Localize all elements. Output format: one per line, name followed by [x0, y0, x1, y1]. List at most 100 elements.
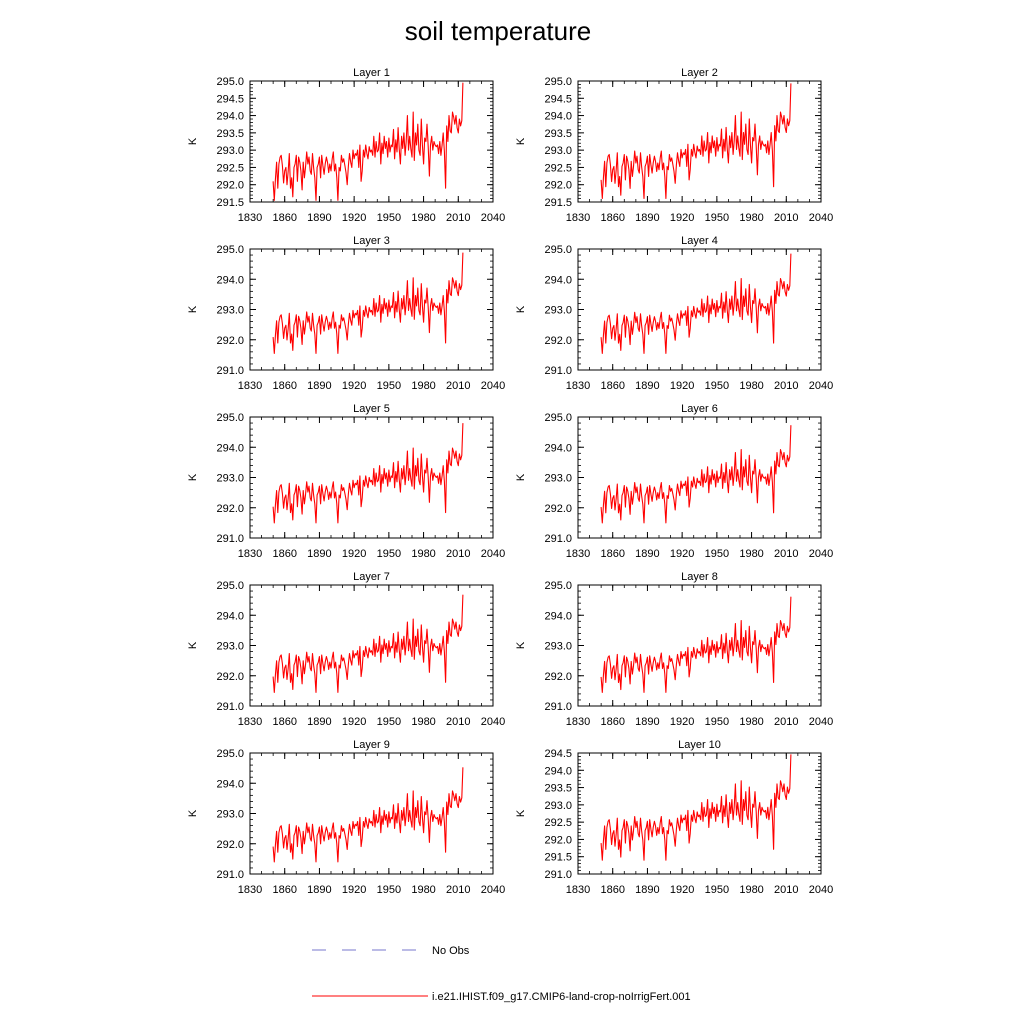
- x-tick-label: 1980: [411, 548, 435, 560]
- panel-3: Layer 3 K 291.0 292.0 293.0 294.0 295.0 1830 186…: [187, 235, 505, 392]
- x-tick-label: 1950: [377, 884, 401, 896]
- x-tick-label: 1980: [739, 548, 763, 560]
- y-tick-label: 292.0: [544, 834, 572, 846]
- y-axis-label: K: [515, 305, 527, 313]
- y-tick-label: 292.0: [544, 503, 572, 515]
- y-tick-label: 294.0: [216, 274, 244, 286]
- y-tick-label: 295.0: [216, 580, 244, 592]
- y-axis-label: K: [187, 305, 199, 313]
- x-tick-label: 2010: [774, 380, 798, 392]
- panel-title: Layer 2: [681, 67, 718, 79]
- x-tick-label: 2040: [809, 212, 833, 224]
- y-tick-label: 293.0: [216, 809, 244, 821]
- x-tick-label: 1830: [238, 716, 262, 728]
- x-tick-label: 1860: [272, 212, 296, 224]
- x-tick-label: 1860: [600, 380, 624, 392]
- x-tick-label: 1950: [377, 212, 401, 224]
- y-tick-label: 292.5: [216, 162, 244, 174]
- legend-label-no-obs: No Obs: [432, 945, 470, 957]
- x-tick-label: 2010: [446, 212, 470, 224]
- x-tick-label: 1980: [411, 716, 435, 728]
- x-tick-label: 1890: [635, 884, 659, 896]
- legend: No Obs i.e21.IHIST.f09_g17.CMIP6-land-cr…: [312, 945, 691, 1003]
- x-tick-label: 2010: [774, 884, 798, 896]
- x-tick-label: 2010: [774, 716, 798, 728]
- y-tick-label: 292.0: [216, 335, 244, 347]
- x-tick-label: 1860: [600, 716, 624, 728]
- y-tick-label: 292.5: [544, 817, 572, 829]
- series-line-model: [272, 594, 464, 693]
- x-tick-label: 1980: [739, 716, 763, 728]
- series-line-model: [600, 83, 792, 200]
- y-tick-label: 294.0: [216, 778, 244, 790]
- series-line-model: [272, 82, 464, 201]
- y-tick-label: 291.0: [544, 365, 572, 377]
- panel-6: Layer 6 K 291.0 292.0 293.0 294.0 295.0 1830 186…: [515, 403, 833, 560]
- x-tick-label: 2010: [446, 716, 470, 728]
- panel-title: Layer 10: [678, 739, 721, 751]
- panel-1: Layer 1 K 291.5 292.0 292.5 293.0 293.5 294.0 29…: [187, 67, 505, 224]
- y-tick-label: 294.0: [544, 442, 572, 454]
- y-tick-label: 294.0: [216, 610, 244, 622]
- x-tick-label: 1980: [739, 380, 763, 392]
- panel-2: Layer 2 K 291.5 292.0 292.5 293.0 293.5 294.0 29…: [515, 67, 833, 224]
- x-tick-label: 2040: [481, 212, 505, 224]
- series-line-model: [600, 425, 792, 524]
- figure-title: soil temperature: [405, 16, 591, 46]
- x-tick-label: 1920: [342, 380, 366, 392]
- legend-label-model: i.e21.IHIST.f09_g17.CMIP6-land-crop-noIr…: [432, 991, 691, 1003]
- panel-frame: [577, 80, 822, 203]
- y-axis-label: K: [187, 641, 199, 649]
- y-tick-label: 294.5: [216, 93, 244, 105]
- y-tick-label: 295.0: [544, 244, 572, 256]
- series-line-model: [272, 767, 464, 863]
- y-tick-label: 295.0: [544, 580, 572, 592]
- x-tick-label: 1920: [670, 884, 694, 896]
- y-tick-label: 292.0: [216, 180, 244, 192]
- x-tick-label: 1920: [670, 548, 694, 560]
- x-tick-label: 1830: [566, 548, 590, 560]
- x-tick-label: 1860: [272, 716, 296, 728]
- y-tick-label: 291.5: [544, 852, 572, 864]
- x-tick-label: 1890: [635, 716, 659, 728]
- x-tick-label: 1980: [411, 884, 435, 896]
- x-tick-label: 1920: [342, 884, 366, 896]
- y-tick-label: 292.0: [544, 180, 572, 192]
- y-tick-label: 295.0: [216, 244, 244, 256]
- x-tick-label: 1830: [238, 380, 262, 392]
- x-tick-label: 1860: [272, 380, 296, 392]
- y-tick-label: 293.0: [544, 800, 572, 812]
- panel-title: Layer 8: [681, 571, 718, 583]
- x-tick-label: 1890: [635, 212, 659, 224]
- x-tick-label: 2010: [774, 212, 798, 224]
- y-tick-label: 294.0: [544, 111, 572, 123]
- y-tick-label: 291.5: [216, 197, 244, 209]
- panel-title: Layer 1: [353, 67, 390, 79]
- series-line-model: [272, 252, 464, 354]
- x-tick-label: 2040: [481, 884, 505, 896]
- x-tick-label: 1920: [342, 212, 366, 224]
- y-tick-label: 291.0: [544, 533, 572, 545]
- series-line-model: [600, 596, 792, 693]
- series-line-model: [272, 423, 464, 524]
- y-tick-label: 292.0: [216, 503, 244, 515]
- x-tick-label: 1920: [670, 212, 694, 224]
- y-tick-label: 291.5: [544, 197, 572, 209]
- y-tick-label: 294.0: [216, 111, 244, 123]
- panel-grid: Layer 1 K 291.5 292.0 292.5 293.0 293.5 294.0 29…: [187, 67, 833, 896]
- x-tick-label: 1980: [739, 212, 763, 224]
- y-tick-label: 295.0: [544, 412, 572, 424]
- x-tick-label: 1950: [705, 548, 729, 560]
- y-tick-label: 295.0: [216, 748, 244, 760]
- x-tick-label: 1920: [342, 716, 366, 728]
- y-axis-label: K: [187, 809, 199, 817]
- y-tick-label: 293.0: [544, 145, 572, 157]
- y-tick-label: 292.0: [216, 839, 244, 851]
- panel-frame: [577, 752, 822, 875]
- y-axis-label: K: [187, 137, 199, 145]
- panel-8: Layer 8 K 291.0 292.0 293.0 294.0 295.0 1830 186…: [515, 571, 833, 728]
- x-tick-label: 1830: [566, 212, 590, 224]
- x-tick-label: 1860: [600, 548, 624, 560]
- x-tick-label: 1890: [307, 380, 331, 392]
